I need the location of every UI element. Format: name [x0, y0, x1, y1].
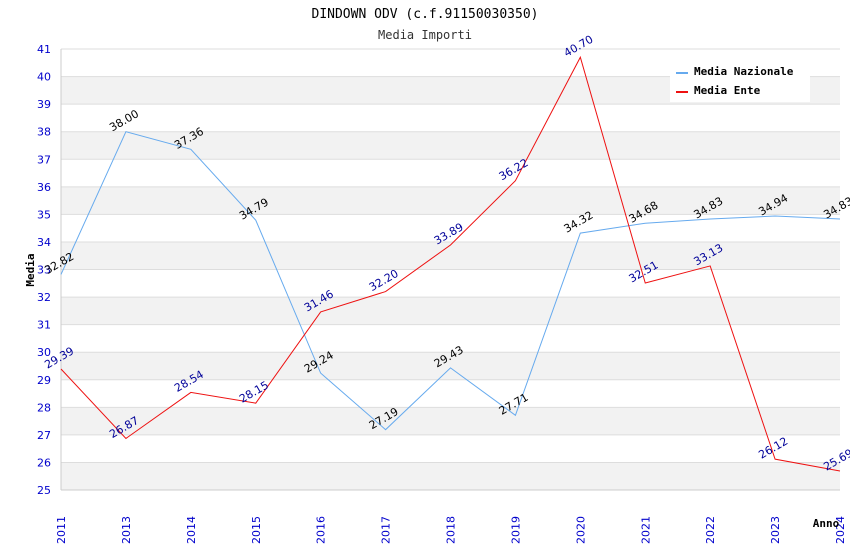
- chart-subtitle: Media Importi: [378, 28, 472, 42]
- y-tick-label: 28: [37, 401, 51, 414]
- y-tick-label: 38: [37, 126, 51, 139]
- x-tick-label: 2011: [55, 516, 68, 544]
- x-tick-label: 2022: [704, 516, 717, 544]
- y-tick-label: 36: [37, 181, 51, 194]
- grid-band: [61, 407, 840, 435]
- y-tick-label: 31: [37, 319, 51, 332]
- data-label: 36.22: [497, 156, 531, 183]
- grid-band: [61, 352, 840, 380]
- series-lines: [60, 55, 841, 472]
- chart-title: DINDOWN ODV (c.f.91150030350): [312, 7, 539, 22]
- legend: Media Nazionale Media Ente: [670, 60, 810, 102]
- x-tick-label: 2015: [250, 516, 263, 544]
- x-tick-label: 2023: [769, 516, 782, 544]
- y-tick-label: 37: [37, 153, 51, 166]
- y-tick-label: 33: [37, 264, 51, 277]
- grid-band: [61, 462, 840, 490]
- y-tick-label: 39: [37, 98, 51, 111]
- x-tick-label: 2020: [574, 516, 587, 544]
- series-line-media-ente: [60, 55, 841, 472]
- x-tick-label: 2018: [445, 516, 458, 544]
- legend-box: [670, 60, 810, 102]
- grid-band: [61, 297, 840, 325]
- data-label: 38.00: [107, 107, 141, 134]
- grid-band: [61, 186, 840, 215]
- x-axis-ticks: 2011 2013 2014 2015 2016 2017 2018 2019 2020 2021…: [55, 516, 847, 544]
- data-label: 32.82: [42, 250, 76, 277]
- x-tick-label: 2016: [315, 516, 328, 544]
- x-tick-label: 2014: [185, 516, 198, 544]
- y-tick-label: 32: [37, 291, 51, 304]
- x-tick-label: 2013: [120, 516, 133, 544]
- grid-band: [61, 131, 840, 160]
- y-tick-label: 29: [37, 374, 51, 387]
- x-tick-label: 2019: [509, 516, 522, 544]
- data-label: 40.70: [562, 33, 596, 60]
- x-tick-label: 2024: [834, 516, 847, 544]
- x-tick-label: 2021: [639, 516, 652, 544]
- x-axis-label: Anno: [813, 517, 840, 530]
- y-tick-label: 34: [37, 236, 51, 249]
- y-tick-label: 27: [37, 429, 51, 442]
- data-label: 32.20: [367, 267, 401, 294]
- x-tick-label: 2017: [380, 516, 393, 544]
- background-bands: [61, 76, 840, 490]
- legend-label-media-nazionale: Media Nazionale: [694, 65, 794, 78]
- grid-band: [61, 241, 840, 270]
- series-line-media-nazionale: [60, 131, 841, 431]
- y-tick-label: 41: [37, 43, 51, 56]
- data-label: 26.12: [756, 435, 790, 462]
- y-tick-label: 30: [37, 346, 51, 359]
- legend-label-media-ente: Media Ente: [694, 84, 761, 97]
- y-tick-label: 35: [37, 208, 51, 221]
- y-tick-label: 40: [37, 71, 51, 84]
- y-axis-label: Media: [24, 253, 37, 286]
- data-label: 28.15: [237, 379, 271, 406]
- axes: [60, 49, 840, 491]
- y-tick-label: 25: [37, 484, 51, 497]
- y-axis-ticks: 25 26 27 28 29 30 31 32 33 34 35 36 37 38 39 40 41: [37, 43, 51, 497]
- y-tick-label: 26: [37, 456, 51, 469]
